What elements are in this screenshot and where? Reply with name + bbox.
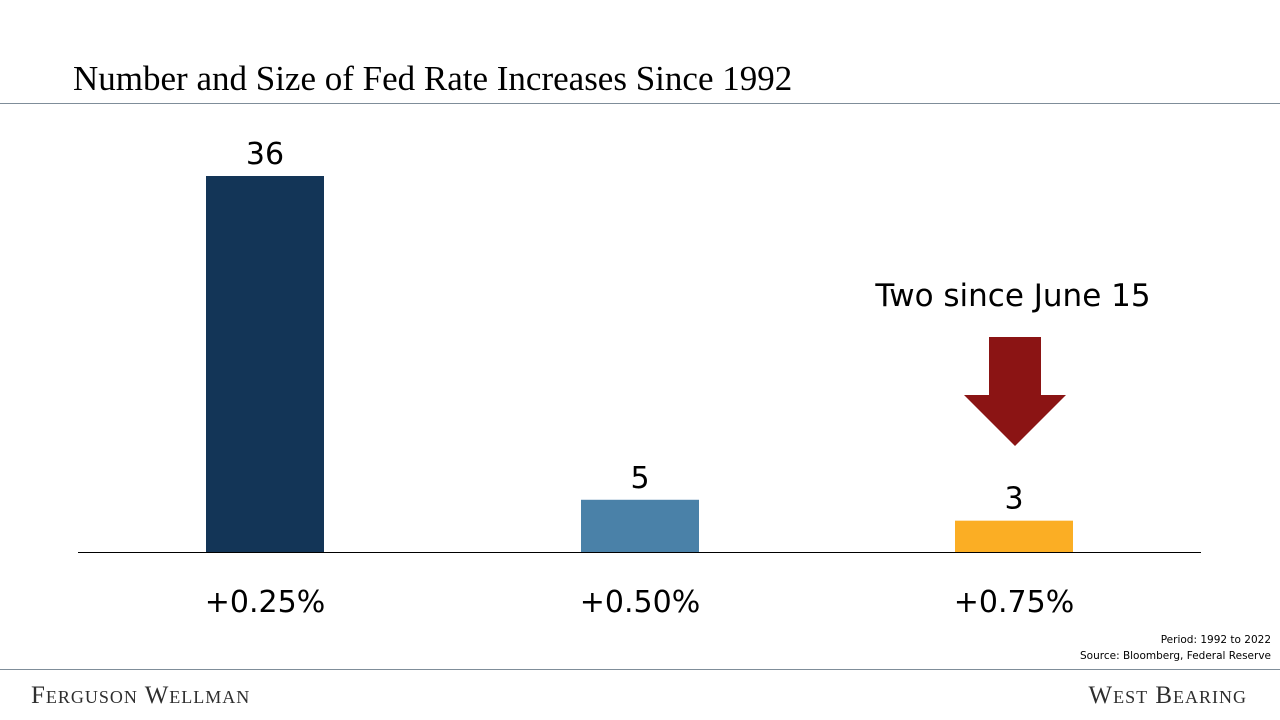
annotation-text: Two since June 15: [874, 278, 1150, 314]
plot-area: 36 5 3 +0.25% +0.50% +0.75% Two since Ju…: [78, 137, 1201, 620]
header-divider: [0, 103, 1280, 104]
x-tick-label: +0.25%: [205, 585, 325, 620]
bar-value-label: 3: [1004, 482, 1023, 517]
source-note: Period: 1992 to 2022 Source: Bloomberg, …: [1080, 632, 1271, 664]
down-arrow-icon: [964, 337, 1066, 446]
source-note-text: Source: Bloomberg, Federal Reserve: [1080, 650, 1271, 662]
bar-value-label: 36: [246, 137, 284, 172]
west-bearing-logo: West Bearing: [1088, 682, 1247, 709]
bar-0-25-pct: [206, 176, 324, 552]
bar-value-label: 5: [630, 461, 649, 496]
footer-divider: [0, 669, 1280, 670]
period-note: Period: 1992 to 2022: [1160, 634, 1271, 646]
chart-title: Number and Size of Fed Rate Increases Si…: [73, 59, 793, 98]
bar-0-75-pct: [955, 520, 1073, 552]
bar-chart: 36 5 3 +0.25% +0.50% +0.75% Two since Ju…: [78, 137, 1201, 620]
bar-0-50-pct: [581, 499, 699, 552]
x-tick-label: +0.50%: [580, 585, 700, 620]
ferguson-wellman-logo: Ferguson Wellman: [31, 682, 251, 709]
x-tick-label: +0.75%: [954, 585, 1074, 620]
